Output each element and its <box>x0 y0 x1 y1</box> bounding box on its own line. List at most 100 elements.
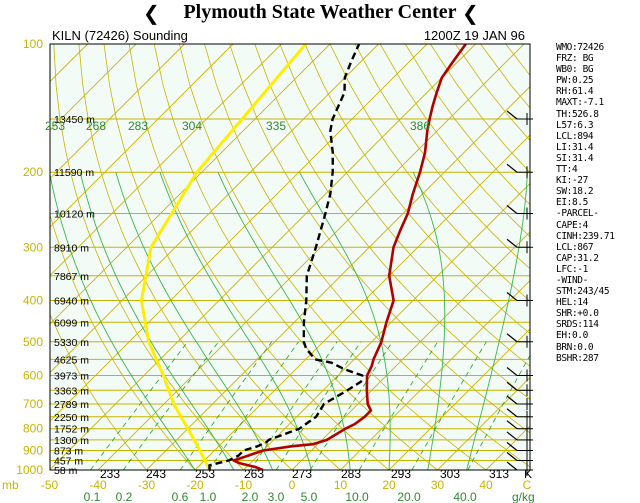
kelvin-label: 273 <box>292 467 312 481</box>
dry-adiabat-line <box>229 44 530 434</box>
pressure-label: 300 <box>23 240 43 254</box>
height-label: 7867 m <box>54 271 89 283</box>
plot-border <box>49 43 531 471</box>
stability-index-row: WMO:72426 <box>556 42 604 53</box>
sounding-time-label: 1200Z 19 JAN 96 <box>424 28 525 43</box>
stability-index-row: RH:61.4 <box>556 86 594 98</box>
height-label: 10120 m <box>54 209 95 221</box>
isotherm-line <box>388 328 530 470</box>
mixing-ratio-line <box>208 341 299 470</box>
pressure-label: 700 <box>23 397 43 411</box>
height-label: 2789 m <box>54 399 89 411</box>
pressure-label: 100 <box>23 37 43 51</box>
skew-t-chart: KILN (72426) Sounding 1200Z 19 JAN 961002… <box>0 26 640 503</box>
moist-adiabat-line <box>466 172 528 470</box>
stability-index-row: CAP:31.2 <box>556 252 599 264</box>
wind-barb-icon <box>506 205 518 214</box>
stability-index-row: -WIND- <box>556 274 588 286</box>
height-label: 1752 m <box>54 424 89 436</box>
pennant-flag-icon: ❮ <box>143 1 160 25</box>
moist-adiabat-line <box>115 172 274 470</box>
wind-barb-icon <box>506 333 518 343</box>
theta-label: 335 <box>266 119 286 133</box>
dry-adiabat-line <box>78 44 293 470</box>
height-label: 873 m <box>54 446 83 458</box>
stability-index-row: KI:-27 <box>556 175 588 187</box>
theta-label: 304 <box>182 119 202 133</box>
moist-adiabat-line <box>217 172 351 470</box>
isotherm-line <box>50 44 428 422</box>
stability-index-row: LFC:-1 <box>556 263 588 275</box>
stability-index-row: BSHR:287 <box>556 352 599 364</box>
theta-label: 253 <box>45 119 65 133</box>
mixing-ratio-label: 20.0 <box>397 490 421 503</box>
temperature-tick-label: -50 <box>41 478 59 492</box>
mixing-ratio-line <box>122 341 219 470</box>
kelvin-label: 253 <box>195 467 215 481</box>
height-label: 3363 m <box>54 385 89 397</box>
isotherm-line <box>50 44 185 180</box>
moist-adiabat-line <box>412 172 446 470</box>
dry-adiabat-line <box>50 213 196 470</box>
mixing-ratio-unit-label: g/kg <box>512 490 535 503</box>
height-label: 6940 m <box>54 295 89 307</box>
stability-index-row: SI:31.4 <box>556 152 594 164</box>
moist-adiabat-line <box>159 172 312 470</box>
stability-indices-panel: WMO:72426 FRZ: BG WB0: BG PW:0.25 RH:61.4 MAX… <box>556 42 640 364</box>
kelvin-label: 233 <box>100 467 120 481</box>
isotherm-line <box>146 85 530 470</box>
isotherm-line <box>50 44 234 228</box>
wind-barb-icon <box>506 238 518 248</box>
wind-barb-icon <box>506 442 518 451</box>
stability-index-row: SHR:+0.0 <box>556 308 599 320</box>
temperature-tick-label: 0 <box>289 478 296 492</box>
pressure-label: 800 <box>23 422 43 436</box>
mixing-ratio-line <box>250 341 338 470</box>
kelvin-label: 293 <box>391 467 411 481</box>
kelvin-label: 303 <box>440 467 460 481</box>
sounding-station-label: KILN (72426) Sounding <box>52 28 188 43</box>
stability-index-row: -PARCEL- <box>556 208 599 220</box>
dry-adiabat-line <box>128 44 390 470</box>
temperature-tick-label: 30 <box>431 478 445 492</box>
isotherm-line <box>243 182 530 470</box>
wind-barb-icon <box>506 461 518 471</box>
wind-barb-icon <box>506 163 518 173</box>
stability-index-row: PW:0.25 <box>556 75 594 87</box>
temperature-tick-label: 40 <box>479 478 493 492</box>
moist-adiabat-line <box>50 172 196 470</box>
temperature-unit-label: C <box>523 478 532 492</box>
stability-index-row: LCL:867 <box>556 241 594 253</box>
dry-adiabat-line <box>103 44 341 470</box>
isotherm-line <box>50 44 137 131</box>
isotherm-line <box>340 279 530 470</box>
temperature-tick-label: 10 <box>334 478 348 492</box>
height-label: 5330 m <box>54 337 89 349</box>
dry-adiabat-line <box>254 44 530 400</box>
dry-adiabat-line <box>329 44 530 302</box>
dewpoint-trace <box>208 44 364 470</box>
mixing-ratio-line <box>358 341 439 470</box>
isotherm-line <box>50 44 476 470</box>
title-banner: ❮ Plymouth State Weather Center ❮ <box>0 0 640 26</box>
temperature-tick-label: -20 <box>186 478 204 492</box>
mixing-ratio-label: 1.0 <box>200 490 217 503</box>
dry-adiabat-line <box>179 44 487 470</box>
kelvin-label: 263 <box>244 467 264 481</box>
moist-adiabat-line <box>79 172 235 470</box>
theta-label: 386 <box>410 119 430 133</box>
height-label: 8910 m <box>54 242 89 254</box>
isotherm-line <box>50 44 331 325</box>
moist-adiabat-line <box>299 171 391 470</box>
mixing-ratio-label: 40.0 <box>453 490 477 503</box>
mixing-ratio-line <box>275 341 362 470</box>
page-title: Plymouth State Weather Center <box>183 1 457 23</box>
height-label: 2250 m <box>54 412 89 424</box>
mixing-ratio-line <box>309 341 393 470</box>
isotherm-line <box>437 376 530 470</box>
height-label: 3973 m <box>54 370 89 382</box>
pressure-label: 900 <box>23 444 43 458</box>
stability-index-row: STM:243/45 <box>556 286 610 298</box>
mixing-ratio-label: 0.6 <box>172 490 189 503</box>
stability-index-row: WB0: BG <box>556 64 594 76</box>
